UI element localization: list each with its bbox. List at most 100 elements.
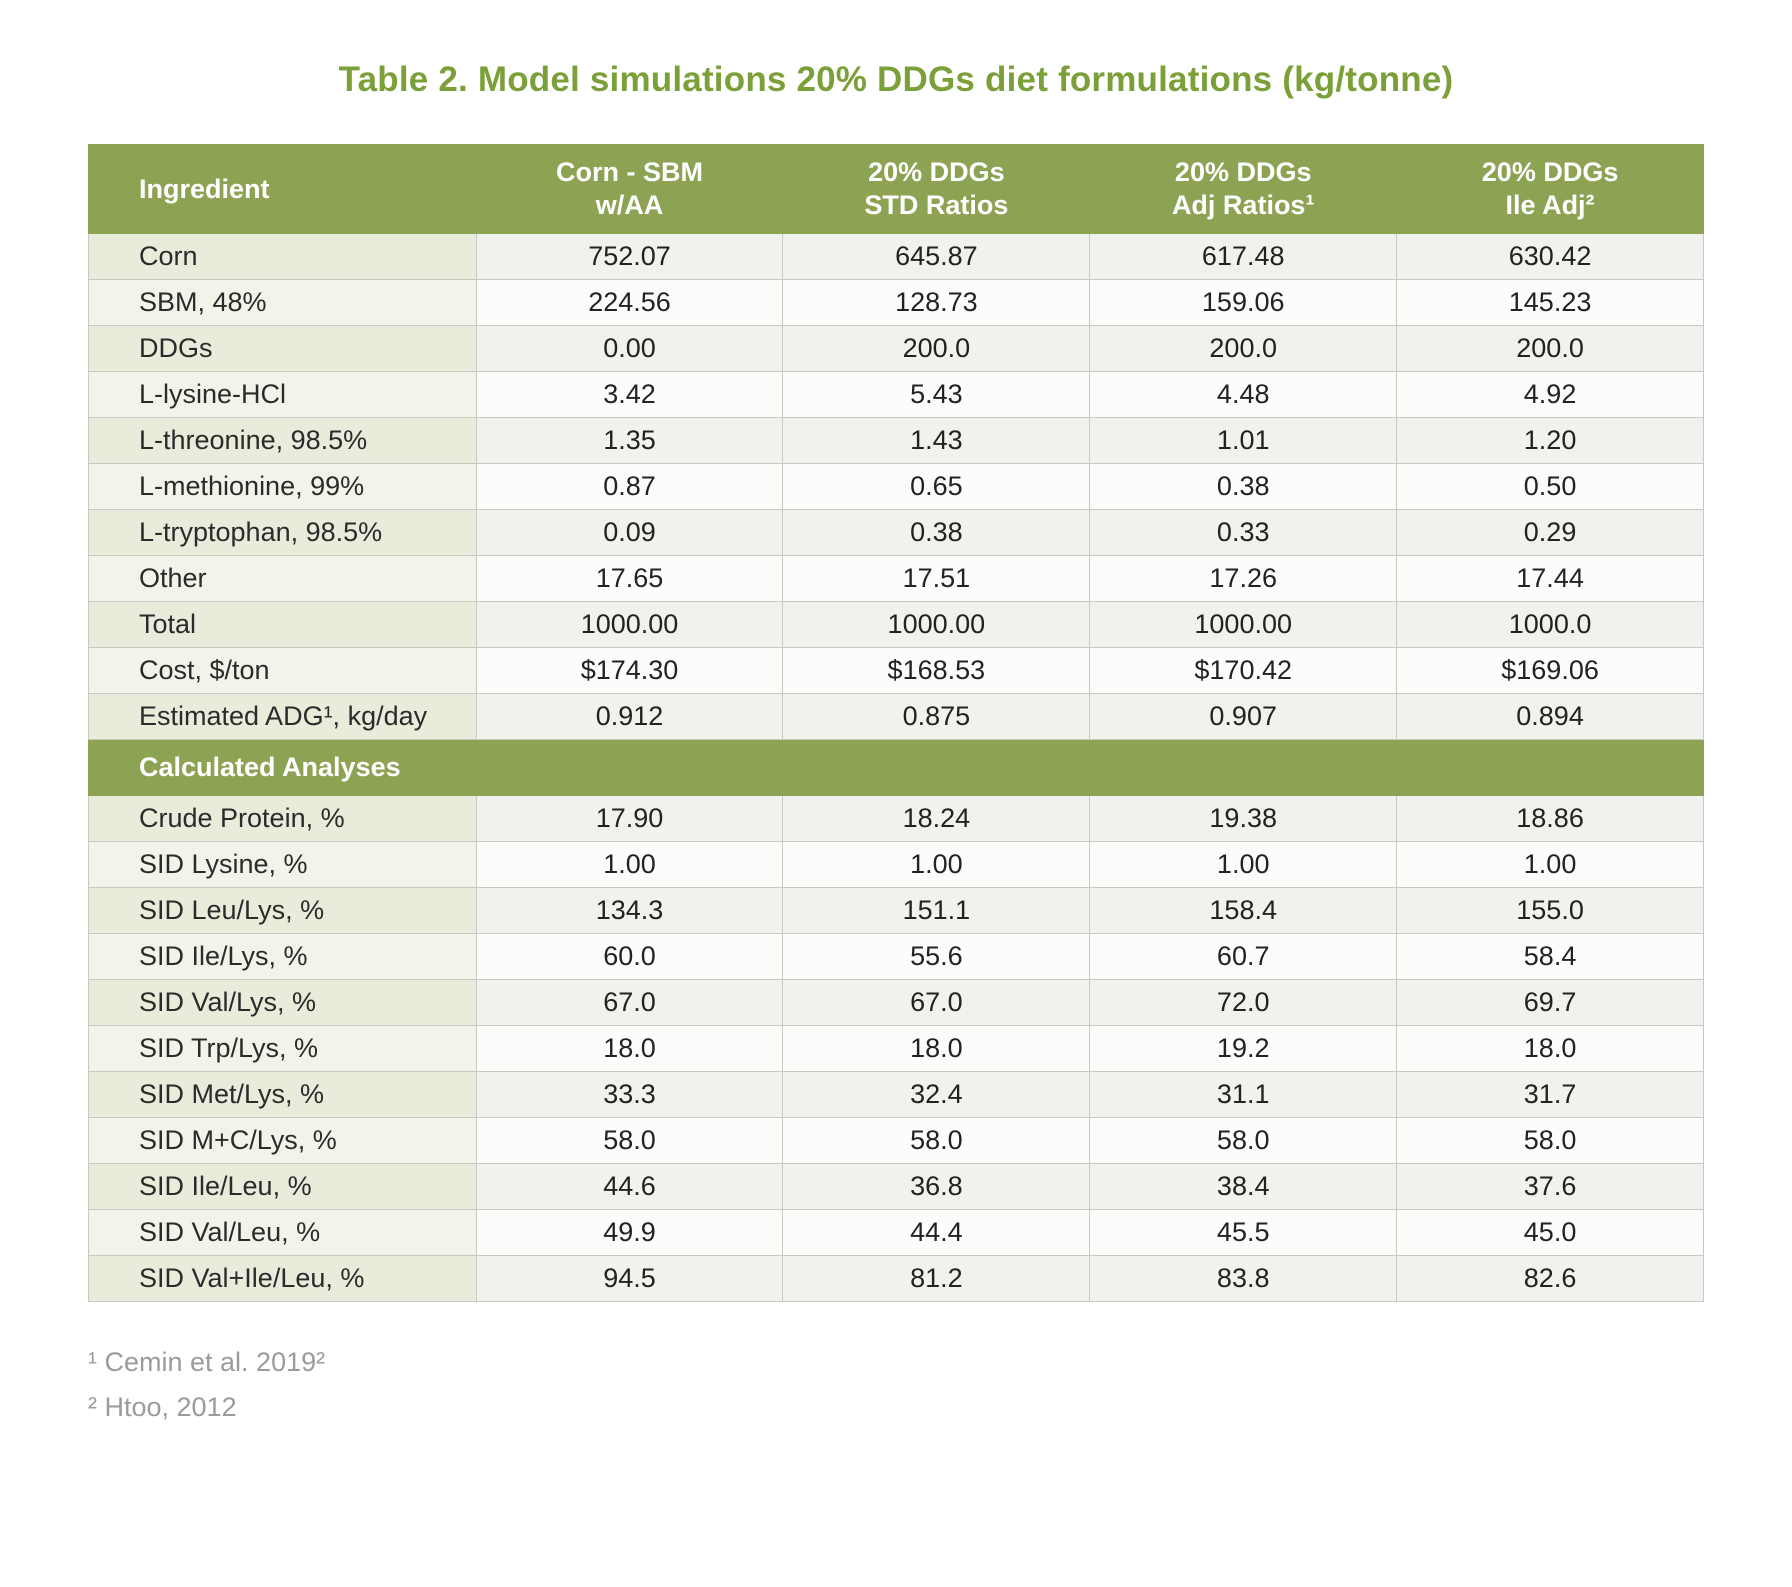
table-row: Crude Protein, % 17.90 18.24 19.38 18.86 (88, 795, 1704, 842)
value-cell: 224.56 (475, 279, 784, 326)
value-cell: 31.7 (1396, 1071, 1704, 1118)
value-cell: 617.48 (1089, 233, 1398, 280)
value-cell: 17.90 (475, 795, 784, 842)
value-cell: 58.0 (1089, 1117, 1398, 1164)
value-cell: 0.38 (782, 509, 1091, 556)
value-cell: 60.7 (1089, 933, 1398, 980)
value-cell: 49.9 (475, 1209, 784, 1256)
value-cell: $174.30 (475, 647, 784, 694)
value-cell: 1.00 (1089, 841, 1398, 888)
value-cell: 645.87 (782, 233, 1091, 280)
table-row: SID Trp/Lys, % 18.0 18.0 19.2 18.0 (88, 1025, 1704, 1072)
value-cell: 18.0 (475, 1025, 784, 1072)
row-label: Total (88, 601, 477, 648)
value-cell: 83.8 (1089, 1255, 1398, 1302)
table-row: SID Val/Leu, % 49.9 44.4 45.5 45.0 (88, 1209, 1704, 1256)
value-cell: 58.0 (475, 1117, 784, 1164)
row-label: SID Met/Lys, % (88, 1071, 477, 1118)
value-cell: $168.53 (782, 647, 1091, 694)
value-cell: 0.894 (1396, 693, 1704, 740)
value-cell: 17.51 (782, 555, 1091, 602)
value-cell: 1.35 (475, 417, 784, 464)
value-cell: $169.06 (1396, 647, 1704, 694)
value-cell: 200.0 (1396, 325, 1704, 372)
table-row: SID M+C/Lys, % 58.0 58.0 58.0 58.0 (88, 1117, 1704, 1164)
column-header-std-ratios: 20% DDGs STD Ratios (782, 144, 1091, 234)
value-cell: 17.26 (1089, 555, 1398, 602)
row-label: SBM, 48% (88, 279, 477, 326)
value-cell: 45.0 (1396, 1209, 1704, 1256)
section-banner: Calculated Analyses (88, 739, 1704, 796)
value-cell: 0.65 (782, 463, 1091, 510)
value-cell: 67.0 (475, 979, 784, 1026)
value-cell: 44.6 (475, 1163, 784, 1210)
value-cell: 630.42 (1396, 233, 1704, 280)
value-cell: 200.0 (1089, 325, 1398, 372)
value-cell: 1.00 (475, 841, 784, 888)
value-cell: 81.2 (782, 1255, 1091, 1302)
value-cell: 1000.00 (782, 601, 1091, 648)
row-label: SID Trp/Lys, % (88, 1025, 477, 1072)
column-header-adj-ratios: 20% DDGs Adj Ratios¹ (1089, 144, 1398, 234)
table-row: Cost, $/ton $174.30 $168.53 $170.42 $169.06 (88, 647, 1704, 694)
table-row: L-tryptophan, 98.5% 0.09 0.38 0.33 0.29 (88, 509, 1704, 556)
table-row: SID Lysine, % 1.00 1.00 1.00 1.00 (88, 841, 1704, 888)
value-cell: 1000.00 (1089, 601, 1398, 648)
footnote-1: ¹ Cemin et al. 2019² (88, 1347, 326, 1377)
value-cell: 44.4 (782, 1209, 1091, 1256)
value-cell: 1.43 (782, 417, 1091, 464)
value-cell: 36.8 (782, 1163, 1091, 1210)
value-cell: 200.0 (782, 325, 1091, 372)
table-row: L-threonine, 98.5% 1.35 1.43 1.01 1.20 (88, 417, 1704, 464)
value-cell: 67.0 (782, 979, 1091, 1026)
value-cell: 18.0 (782, 1025, 1091, 1072)
value-cell: 38.4 (1089, 1163, 1398, 1210)
value-cell: 72.0 (1089, 979, 1398, 1026)
value-cell: 55.6 (782, 933, 1091, 980)
value-cell: 159.06 (1089, 279, 1398, 326)
table-row: L-lysine-HCl 3.42 5.43 4.48 4.92 (88, 371, 1704, 418)
value-cell: 19.2 (1089, 1025, 1398, 1072)
table-row: SID Ile/Leu, % 44.6 36.8 38.4 37.6 (88, 1163, 1704, 1210)
value-cell: 37.6 (1396, 1163, 1704, 1210)
row-label: SID Leu/Lys, % (88, 887, 477, 934)
row-label: Crude Protein, % (88, 795, 477, 842)
value-cell: 58.0 (782, 1117, 1091, 1164)
value-cell: 1.01 (1089, 417, 1398, 464)
value-cell: 155.0 (1396, 887, 1704, 934)
value-cell: 145.23 (1396, 279, 1704, 326)
value-cell: $170.42 (1089, 647, 1398, 694)
table-row: L-methionine, 99% 0.87 0.65 0.38 0.50 (88, 463, 1704, 510)
value-cell: 4.92 (1396, 371, 1704, 418)
value-cell: 0.912 (475, 693, 784, 740)
section-header-row: Calculated Analyses (88, 739, 1704, 796)
value-cell: 0.00 (475, 325, 784, 372)
value-cell: 32.4 (782, 1071, 1091, 1118)
value-cell: 0.87 (475, 463, 784, 510)
value-cell: 1000.0 (1396, 601, 1704, 648)
section-header-label: Calculated Analyses (88, 739, 1704, 796)
value-cell: 0.907 (1089, 693, 1398, 740)
header-row: Ingredient Corn - SBM w/AA 20% DDGs STD … (88, 144, 1704, 234)
table-row: DDGs 0.00 200.0 200.0 200.0 (88, 325, 1704, 372)
column-header-ingredient: Ingredient (88, 144, 477, 234)
value-cell: 94.5 (475, 1255, 784, 1302)
row-label: SID Lysine, % (88, 841, 477, 888)
row-label: Estimated ADG¹, kg/day (88, 693, 477, 740)
column-header-corn-sbm: Corn - SBM w/AA (475, 144, 784, 234)
value-cell: 58.4 (1396, 933, 1704, 980)
row-label: SID M+C/Lys, % (88, 1117, 477, 1164)
value-cell: 158.4 (1089, 887, 1398, 934)
value-cell: 58.0 (1396, 1117, 1704, 1164)
row-label: Cost, $/ton (88, 647, 477, 694)
value-cell: 0.33 (1089, 509, 1398, 556)
value-cell: 3.42 (475, 371, 784, 418)
row-label: L-methionine, 99% (88, 463, 477, 510)
value-cell: 1000.00 (475, 601, 784, 648)
row-label: Corn (88, 233, 477, 280)
table-header: Ingredient Corn - SBM w/AA 20% DDGs STD … (88, 144, 1704, 234)
value-cell: 4.48 (1089, 371, 1398, 418)
value-cell: 752.07 (475, 233, 784, 280)
value-cell: 1.00 (1396, 841, 1704, 888)
